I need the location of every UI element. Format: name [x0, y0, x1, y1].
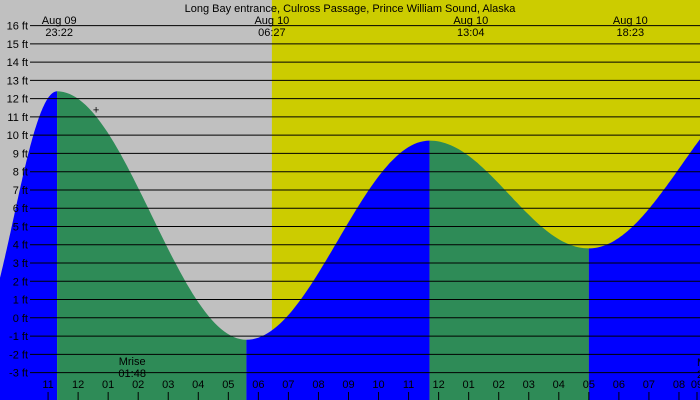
right-edge-mark-bottom: 2 [697, 369, 700, 381]
hour-tick-label: 11 [403, 379, 414, 391]
top-date-label: Aug 10 [613, 15, 648, 27]
hour-tick-label: 08 [673, 379, 685, 391]
height-tick-label: 6 ft [13, 203, 28, 215]
rising-tide-area [588, 139, 700, 400]
height-tick-label: 16 ft [7, 21, 28, 33]
height-tick-label: -2 ft [9, 349, 28, 361]
hour-tick-label: 08 [312, 379, 324, 391]
hour-tick-label: 07 [643, 379, 655, 391]
tide-area-layer [0, 91, 700, 400]
height-tick-label: 7 ft [13, 185, 28, 197]
falling-tide-area [57, 91, 247, 400]
rising-tide-area [0, 91, 58, 400]
height-tick-label: 8 ft [13, 167, 28, 179]
height-tick-label: 5 ft [13, 221, 28, 233]
height-tick-label: 13 ft [7, 75, 28, 87]
height-tick-label: 10 ft [7, 130, 28, 142]
chart-title: Long Bay entrance, Culross Passage, Prin… [185, 3, 517, 15]
falling-tide-area [429, 140, 589, 400]
hour-tick-label: 02 [493, 379, 505, 391]
right-edge-mark-top: M [697, 357, 700, 369]
hour-tick-label: 04 [192, 379, 204, 391]
top-date-label: Aug 10 [254, 15, 289, 27]
top-time-label: 13:04 [457, 27, 485, 39]
height-axis-labels: 16 ft 15 ft 14 ft 13 ft 12 ft 11 ft 10 ft 9 ft 8… [7, 21, 28, 380]
top-date-label: Aug 10 [453, 15, 488, 27]
height-tick-label: 3 ft [13, 258, 28, 270]
hour-tick-label: 01 [463, 379, 475, 391]
rising-tide-area [246, 140, 430, 400]
hour-tick-label: 11 [42, 379, 53, 391]
height-tick-label: 12 ft [7, 94, 28, 106]
height-tick-label: 9 ft [13, 148, 28, 160]
moonrise-time: 01:48 [118, 368, 146, 380]
hour-tick-label: 03 [162, 379, 174, 391]
hour-axis: 11 12 01 02 03 04 05 06 07 08 09 10 11 12 01 02 03 04 05 06… [42, 379, 700, 400]
top-time-label: 18:23 [617, 27, 645, 39]
hour-tick-label: 03 [523, 379, 535, 391]
height-tick-label: -3 ft [9, 368, 28, 380]
current-marker-layer: + [93, 105, 99, 117]
hour-tick-label: 12 [72, 379, 84, 391]
moonrise-label: Mrise [119, 356, 146, 368]
hour-tick-label: 12 [433, 379, 445, 391]
hour-tick-label: 05 [222, 379, 234, 391]
hour-tick-label: 02 [132, 379, 144, 391]
height-tick-label: 4 ft [13, 240, 28, 252]
hour-tick-label: 06 [613, 379, 625, 391]
top-time-label: 06:27 [258, 27, 286, 39]
height-tick-label: 2 ft [13, 276, 28, 288]
height-tick-label: 15 ft [7, 39, 28, 51]
height-tick-label: -1 ft [9, 331, 28, 343]
height-tick-label: 11 ft [7, 112, 28, 124]
top-time-label: 23:22 [45, 27, 73, 39]
hour-tick-label: 06 [252, 379, 264, 391]
hour-tick-label: 04 [553, 379, 565, 391]
hour-tick-label: 09 [342, 379, 354, 391]
hour-tick-label: 10 [372, 379, 384, 391]
height-tick-label: 0 ft [13, 313, 28, 325]
hour-tick-label: 01 [102, 379, 114, 391]
hour-tick-label: 05 [583, 379, 595, 391]
current-marker: + [93, 105, 99, 117]
height-tick-label: 14 ft [7, 57, 28, 69]
height-tick-label: 1 ft [13, 295, 28, 307]
hour-tick-label: 09 [691, 379, 700, 391]
top-date-label: Aug 09 [42, 15, 77, 27]
height-gridlines [30, 25, 700, 374]
hour-tick-label: 07 [282, 379, 294, 391]
